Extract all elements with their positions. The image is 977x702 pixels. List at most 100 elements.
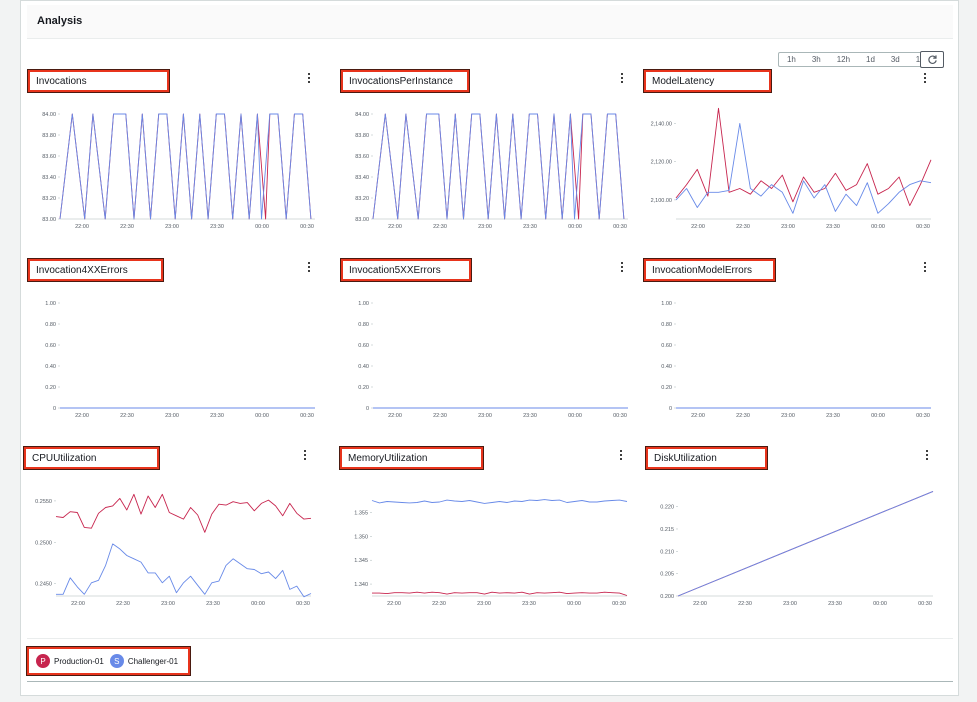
- y-tick-label: 0.60: [358, 343, 369, 349]
- range-12h-button[interactable]: 12h: [836, 55, 851, 64]
- more-options-icon[interactable]: [922, 261, 928, 273]
- y-tick-label: 0.20: [661, 385, 672, 391]
- range-3h-button[interactable]: 3h: [811, 55, 821, 64]
- panel-title-disk-utilization: DiskUtilization: [645, 446, 768, 470]
- x-tick-label: 22:30: [432, 601, 446, 607]
- y-tick-label: 83.80: [42, 133, 56, 139]
- series-line: [372, 113, 625, 220]
- y-tick-label: 83.00: [42, 217, 56, 223]
- x-tick-label: 23:30: [206, 601, 220, 607]
- x-tick-label: 22:00: [691, 413, 705, 419]
- panel-title-model-latency: ModelLatency: [643, 69, 772, 93]
- x-tick-label: 23:00: [478, 413, 492, 419]
- range-3d-button[interactable]: 3d: [890, 55, 900, 64]
- panel-title-invocation-model-errors: InvocationModelErrors: [643, 258, 776, 282]
- y-tick-label: 2,100.00: [651, 198, 672, 204]
- x-tick-label: 23:30: [522, 601, 536, 607]
- y-tick-label: 1.355: [354, 510, 368, 516]
- more-options-icon[interactable]: [618, 449, 624, 461]
- x-tick-label: 22:00: [75, 224, 89, 230]
- more-options-icon[interactable]: [619, 72, 625, 84]
- y-tick-label: 0.40: [45, 364, 56, 370]
- y-tick-label: 83.20: [42, 196, 56, 202]
- more-options-icon[interactable]: [306, 72, 312, 84]
- series-line: [677, 490, 934, 597]
- y-tick-label: 1.00: [661, 301, 672, 307]
- chart-disk-utilization: 0.200 0.205 0.210 0.215 0.220 22:00 22:30 23:00…: [660, 490, 934, 607]
- divider: [27, 638, 953, 639]
- panel-invocation-4xx-errors: Invocation4XXErrors 0 0.20 0.40 0.60 0.80 1.0…: [27, 258, 322, 439]
- x-tick-label: 23:30: [826, 413, 840, 419]
- x-tick-label: 22:00: [693, 601, 707, 607]
- y-tick-label: 0.80: [661, 322, 672, 328]
- y-tick-label: 0.220: [660, 505, 674, 511]
- x-tick-label: 23:00: [477, 601, 491, 607]
- x-tick-label: 23:00: [165, 224, 179, 230]
- chart-memory-utilization: 1.340 1.345 1.350 1.355 22:00 22:30 23:00 23:30…: [354, 499, 628, 607]
- y-tick-label: 2,140.00: [651, 122, 672, 128]
- legend-item-production[interactable]: P Production-01: [36, 654, 104, 668]
- y-tick-label: 0.200: [660, 594, 674, 600]
- x-tick-label: 00:00: [873, 601, 887, 607]
- x-tick-label: 23:30: [210, 224, 224, 230]
- panel-disk-utilization: DiskUtilization 0.200 0.205 0.210 0.215 0.22…: [645, 446, 940, 627]
- analysis-container: Analysis 1h 3h 12h 1d 3d 1w Invocations …: [20, 0, 959, 696]
- more-options-icon[interactable]: [619, 261, 625, 273]
- legend-label-production: Production-01: [54, 656, 104, 666]
- panel-invocation-model-errors: InvocationModelErrors 0 0.20 0.40 0.60 0.80 1…: [643, 258, 938, 439]
- x-tick-label: 23:30: [826, 224, 840, 230]
- y-tick-label: 1.345: [354, 558, 368, 564]
- series-line: [55, 493, 312, 533]
- refresh-button[interactable]: [920, 51, 944, 68]
- y-tick-label: 0: [366, 406, 369, 412]
- x-tick-label: 22:30: [120, 224, 134, 230]
- x-tick-label: 22:30: [116, 601, 130, 607]
- y-tick-label: 2,120.00: [651, 160, 672, 166]
- chart-invocation-4xx-errors: 0 0.20 0.40 0.60 0.80 1.00 22:00 22:30 23:00 23:3…: [45, 301, 315, 419]
- variant-legend: P Production-01 S Challenger-01: [26, 646, 191, 676]
- x-tick-label: 00:00: [568, 413, 582, 419]
- y-tick-label: 0.60: [45, 343, 56, 349]
- x-tick-label: 22:30: [738, 601, 752, 607]
- x-tick-label: 00:00: [871, 413, 885, 419]
- y-tick-label: 83.40: [355, 175, 369, 181]
- x-tick-label: 23:00: [165, 413, 179, 419]
- y-tick-label: 83.00: [355, 217, 369, 223]
- x-tick-label: 22:00: [75, 413, 89, 419]
- more-options-icon[interactable]: [306, 261, 312, 273]
- x-tick-label: 22:30: [736, 413, 750, 419]
- chart-invocation-5xx-errors: 0 0.20 0.40 0.60 0.80 1.00 22:00 22:30 23:00 23:3…: [358, 301, 628, 419]
- production-avatar-icon: P: [36, 654, 50, 668]
- y-tick-label: 0.215: [660, 527, 674, 533]
- chart-model-latency: 2,100.00 2,120.00 2,140.00 22:00 22:30 23:00 2…: [651, 107, 932, 230]
- x-tick-label: 00:00: [568, 224, 582, 230]
- series-line: [675, 107, 932, 207]
- chart-cpu-utilization: 0.2450 0.2500 0.2550 22:00 22:30 23:00 23:30 00…: [35, 493, 312, 607]
- x-tick-label: 22:30: [433, 413, 447, 419]
- panel-invocations-per-instance: InvocationsPerInstance 83.00 83.20 83.40 83…: [340, 69, 635, 250]
- x-tick-label: 23:30: [828, 601, 842, 607]
- x-tick-label: 23:30: [210, 413, 224, 419]
- range-1d-button[interactable]: 1d: [866, 55, 875, 64]
- more-options-icon[interactable]: [922, 72, 928, 84]
- legend-item-challenger[interactable]: S Challenger-01: [109, 654, 179, 668]
- panel-title-invocations-per-instance: InvocationsPerInstance: [340, 69, 470, 93]
- x-tick-label: 00:30: [300, 413, 314, 419]
- panel-title-invocation-5xx-errors: Invocation5XXErrors: [340, 258, 472, 282]
- legend-label-challenger: Challenger-01: [127, 656, 179, 666]
- series-line: [372, 591, 628, 596]
- x-tick-label: 22:00: [388, 224, 402, 230]
- panel-title-memory-utilization: MemoryUtilization: [339, 446, 484, 470]
- x-tick-label: 22:00: [387, 601, 401, 607]
- x-tick-label: 22:30: [736, 224, 750, 230]
- more-options-icon[interactable]: [924, 449, 930, 461]
- y-tick-label: 84.00: [355, 112, 369, 118]
- more-options-icon[interactable]: [302, 449, 308, 461]
- x-tick-label: 00:30: [613, 413, 627, 419]
- range-1h-button[interactable]: 1h: [786, 55, 796, 64]
- x-tick-label: 23:30: [523, 413, 537, 419]
- series-line: [59, 113, 312, 220]
- series-line: [372, 113, 625, 220]
- time-range-selector: 1h 3h 12h 1d 3d 1w: [778, 52, 935, 67]
- x-tick-label: 00:00: [255, 413, 269, 419]
